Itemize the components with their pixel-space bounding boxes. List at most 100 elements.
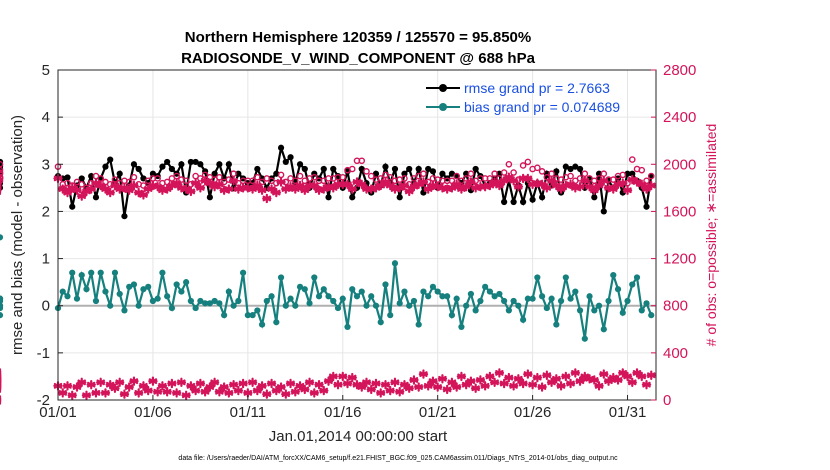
data-point — [420, 288, 427, 295]
obs-star-point — [418, 369, 429, 379]
obs-star-point — [466, 376, 476, 386]
obs-star-point — [333, 379, 343, 390]
obs-possible-point — [628, 156, 636, 163]
obs-possible-point — [543, 173, 551, 181]
obs-star-point — [432, 382, 443, 392]
data-point — [168, 165, 176, 173]
obs-star-point — [171, 178, 182, 188]
data-point — [548, 295, 555, 302]
data-point — [406, 302, 413, 309]
data-point — [605, 297, 612, 305]
obs-star-point — [508, 176, 519, 186]
obs-star-point — [622, 185, 633, 195]
obs-star-point — [62, 187, 73, 198]
data-point — [92, 297, 100, 305]
data-point — [197, 161, 204, 168]
obs-star-point — [262, 193, 272, 204]
chart-title-line2: RADIOSONDE_V_WIND_COMPONENT @ 688 hPa — [181, 50, 536, 67]
obs-possible-point — [491, 170, 498, 178]
data-point — [629, 170, 636, 177]
data-point — [0, 312, 4, 319]
data-point — [472, 165, 479, 173]
data-point — [0, 302, 4, 309]
data-point — [406, 165, 413, 173]
data-point — [102, 163, 109, 170]
data-point — [344, 323, 351, 331]
data-point — [235, 297, 242, 305]
obs-star-point — [494, 180, 505, 191]
data-point — [0, 234, 4, 241]
data-point — [434, 288, 441, 295]
obs-star-point — [637, 371, 647, 382]
obs-star-point — [205, 382, 215, 392]
obs-star-point — [338, 371, 348, 382]
data-point — [619, 309, 626, 316]
obs-star-point — [523, 173, 533, 184]
data-point — [377, 319, 384, 326]
data-point — [183, 279, 190, 286]
data-point — [301, 165, 308, 173]
data-point — [448, 312, 456, 319]
obs-star-point — [162, 387, 172, 397]
obs-star-point — [513, 181, 524, 192]
data-point — [382, 163, 389, 170]
obs-star-point — [551, 374, 562, 384]
data-point — [553, 321, 560, 328]
obs-star-point — [323, 376, 334, 386]
data-point — [320, 286, 327, 293]
data-point — [149, 297, 157, 305]
obs-star-point — [347, 372, 357, 383]
data-point — [591, 307, 598, 314]
obs-possible-point — [500, 169, 508, 176]
obs-star-point — [527, 379, 538, 390]
data-point — [600, 326, 607, 333]
data-point — [249, 312, 256, 319]
obs-star-point — [62, 381, 73, 391]
data-point — [358, 288, 365, 295]
obs-star-point — [404, 186, 414, 197]
obs-star-point — [328, 371, 338, 382]
obs-star-point — [228, 379, 239, 390]
obs-star-point — [138, 381, 149, 391]
data-point — [126, 283, 133, 290]
obs-star-point — [589, 375, 600, 385]
data-point — [396, 194, 403, 201]
obs-star-point — [542, 370, 552, 380]
data-point — [567, 165, 574, 173]
obs-star-point — [167, 378, 177, 389]
y-left-tick-label: 5 — [42, 62, 50, 79]
data-point — [282, 302, 289, 309]
y-left-tick-label: -2 — [37, 392, 50, 409]
obs-star-point — [114, 377, 125, 388]
obs-star-point — [428, 376, 438, 386]
obs-star-point — [537, 382, 547, 392]
obs-star-point — [214, 179, 225, 190]
obs-star-point — [186, 186, 196, 197]
obs-star-point — [214, 387, 225, 397]
obs-possible-point — [0, 175, 4, 182]
obs-possible-point — [609, 176, 617, 183]
obs-star-point — [219, 382, 229, 392]
obs-star-point — [190, 178, 201, 188]
obs-star-point — [91, 388, 101, 398]
data-point — [121, 213, 128, 220]
data-point — [334, 304, 342, 312]
obs-star-point — [513, 374, 524, 384]
x-tick-label: 01/21 — [419, 404, 457, 421]
obs-star-point — [300, 384, 310, 395]
obs-star-point — [247, 184, 258, 194]
data-point — [363, 302, 370, 309]
data-point — [268, 293, 275, 300]
data-point — [292, 302, 299, 309]
obs-star-point — [77, 377, 87, 388]
data-point — [325, 293, 332, 300]
data-point — [59, 288, 66, 295]
data-point — [92, 194, 100, 201]
data-point — [254, 307, 261, 314]
data-point — [505, 307, 512, 314]
obs-star-point — [556, 381, 566, 391]
data-point — [581, 335, 588, 342]
data-point — [353, 293, 361, 300]
data-point — [520, 198, 527, 206]
data-point — [197, 297, 204, 305]
